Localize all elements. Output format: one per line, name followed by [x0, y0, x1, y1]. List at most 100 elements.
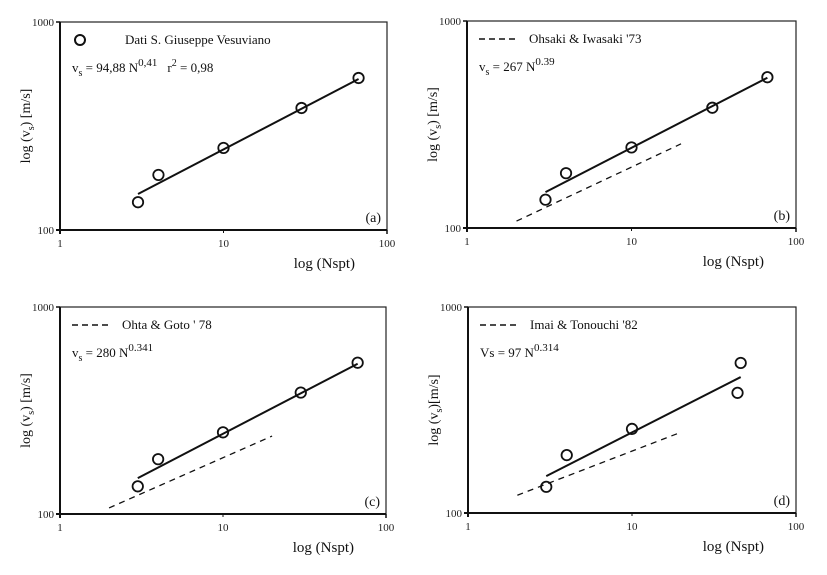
regression-line	[545, 76, 768, 194]
data-point	[352, 71, 365, 85]
data-point	[131, 196, 145, 209]
panel-tag: (b)	[774, 209, 791, 224]
data-point	[295, 101, 308, 115]
data-point	[539, 193, 552, 206]
formula-lhs-subscript: s	[79, 353, 83, 364]
legend-marker-circle	[74, 34, 86, 46]
formula-body: = 280 N	[82, 345, 129, 360]
data-point	[540, 480, 553, 493]
formula-exponent: 0.314	[534, 342, 559, 354]
data-point	[217, 141, 230, 155]
formula-body: = 94,88 N	[82, 60, 138, 75]
y-tick-label: 1000	[439, 16, 462, 28]
data-point	[706, 101, 719, 114]
x-tick-label: 100	[788, 521, 805, 533]
x-axis-label: log (Nspt)	[293, 540, 354, 556]
panel-c: 1 10 100 100 1000 log (Nspt) log (vs) [m/s] Oht…	[19, 302, 395, 556]
formula-lhs: Vs	[480, 345, 494, 360]
x-tick-label: 1	[465, 521, 471, 533]
y-tick-label: 100	[445, 223, 462, 235]
regression-line	[137, 362, 359, 480]
plot-frame	[467, 306, 797, 514]
x-tick-label: 10	[218, 522, 230, 534]
data-point	[152, 453, 165, 466]
formula-lhs: v	[72, 345, 79, 360]
data-point	[734, 356, 747, 370]
y-label-subscript: s	[26, 126, 37, 130]
legend-label: Ohta & Goto ' 78	[122, 317, 212, 332]
y-axis-label: log (vs)[m/s]	[427, 374, 445, 445]
plot-frame	[466, 20, 797, 229]
y-label-unit: ) [m/s]	[19, 373, 34, 411]
y-tick-label: 1000	[32, 17, 55, 29]
y-label-unit: ) [m/s]	[19, 89, 34, 127]
data-point	[625, 422, 639, 436]
plot-frame	[59, 21, 388, 231]
y-axis-label: log (vs) [m/s]	[19, 373, 37, 448]
formula-body: = 97 N	[494, 345, 534, 360]
plot-frame	[59, 306, 387, 515]
y-tick-label: 1000	[440, 302, 463, 314]
regression-line	[137, 78, 360, 195]
data-point	[625, 141, 638, 154]
formula-lhs-subscript: s	[486, 67, 490, 78]
formula-text: vs = 94,88 N0,41 r2 = 0,98	[72, 57, 213, 79]
y-label-subscript: s	[433, 125, 444, 129]
y-tick-label: 100	[38, 225, 55, 237]
reference-dashed-line	[517, 431, 682, 496]
panel-a: 1 10 100 100 1000 log (Nspt) log (vs) [m/s] Dat…	[19, 17, 396, 272]
x-axis-label: log (Nspt)	[703, 254, 764, 270]
formula-lhs: v	[72, 60, 79, 75]
reference-dashed-line	[516, 143, 682, 222]
x-tick-label: 10	[218, 238, 230, 250]
y-label-unit: ) [m/s]	[426, 87, 441, 125]
y-label-text: log (v	[427, 413, 442, 446]
formula-text: vs = 267 N0.39	[479, 56, 555, 78]
y-axis-label: log (vs) [m/s]	[19, 89, 37, 164]
x-tick-label: 100	[379, 238, 396, 250]
formula-lhs: v	[479, 59, 486, 74]
data-point	[560, 449, 573, 462]
formula-exponent: 0.39	[535, 56, 555, 68]
x-tick-label: 1	[57, 238, 63, 250]
data-point	[761, 71, 774, 84]
reference-dashed-line	[108, 435, 273, 509]
x-tick-label: 1	[57, 522, 63, 534]
formula-exponent: 0.341	[128, 342, 153, 354]
formula-text: vs = 280 N0.341	[72, 342, 153, 364]
y-label-unit: )[m/s]	[427, 374, 442, 408]
formula-exponent: 0,41	[138, 57, 157, 69]
formula-r-value: = 0,98	[177, 60, 214, 75]
formula-lhs-subscript: s	[79, 68, 83, 79]
data-point	[731, 386, 744, 399]
data-point	[351, 356, 364, 369]
data-point	[131, 480, 144, 493]
y-label-subscript: s	[26, 411, 37, 415]
x-tick-label: 1	[464, 236, 470, 248]
formula-body: = 267 N	[489, 59, 536, 74]
legend-label: Dati S. Giuseppe Vesuviano	[125, 32, 271, 47]
x-tick-label: 100	[378, 522, 395, 534]
x-tick-label: 100	[788, 236, 805, 248]
panel-d: 1 10 100 100 1000 log (Nspt) log (vs)[m/s] Imai…	[427, 302, 805, 555]
legend-label: Ohsaki & Iwasaki '73	[529, 31, 641, 46]
data-point	[559, 167, 573, 180]
legend-label: Imai & Tonouchi '82	[530, 317, 638, 332]
y-label-subscript: s	[434, 409, 445, 413]
y-tick-label: 100	[38, 509, 55, 521]
formula-text: Vs = 97 N0.314	[480, 342, 559, 360]
x-axis-label: log (Nspt)	[294, 256, 355, 272]
y-tick-label: 1000	[32, 302, 55, 314]
panel-tag: (c)	[364, 495, 380, 510]
data-point	[152, 168, 165, 182]
formula-r: r	[167, 60, 172, 75]
x-tick-label: 10	[627, 521, 639, 533]
y-tick-label: 100	[446, 508, 463, 520]
y-label-text: log (v	[426, 129, 441, 162]
data-point	[294, 386, 307, 399]
x-tick-label: 10	[626, 236, 638, 248]
panel-tag: (a)	[365, 211, 381, 226]
x-axis-label: log (Nspt)	[703, 539, 764, 555]
